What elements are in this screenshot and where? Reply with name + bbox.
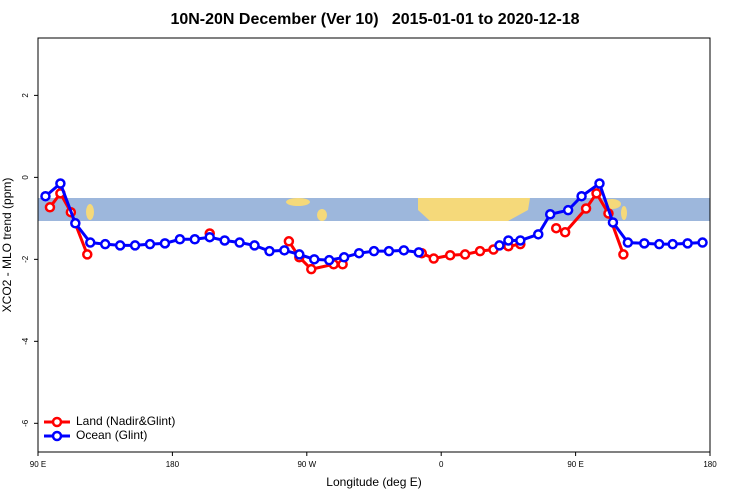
data-point xyxy=(639,238,650,249)
x-tick-label: 90 W xyxy=(297,460,316,469)
data-point xyxy=(283,236,295,247)
data-point xyxy=(550,222,562,234)
data-point xyxy=(159,238,171,249)
data-point xyxy=(428,253,439,264)
plot-frame xyxy=(37,37,711,453)
y-tick-label: -6 xyxy=(21,419,30,427)
x-tick-label: 0 xyxy=(439,460,444,469)
data-point xyxy=(338,252,350,263)
y-tick-label: -4 xyxy=(21,337,30,345)
data-point xyxy=(144,238,156,250)
legend-marker xyxy=(51,430,63,442)
data-point xyxy=(697,237,708,248)
x-axis-label: Longitude (deg E) xyxy=(326,475,421,489)
x-tick-label: 180 xyxy=(703,460,717,469)
data-point xyxy=(398,245,410,256)
data-point xyxy=(55,178,66,189)
data-point xyxy=(591,188,602,199)
legend-label: Land (Nadir&Glint) xyxy=(76,414,175,428)
data-point xyxy=(607,217,619,228)
data-point xyxy=(306,263,317,275)
data-point xyxy=(682,238,693,249)
data-point xyxy=(503,235,514,246)
y-tick-label: 0 xyxy=(21,175,30,180)
x-tick-label: 90 E xyxy=(567,460,583,469)
data-point xyxy=(40,190,51,202)
data-point xyxy=(580,203,592,214)
y-tick-label: -2 xyxy=(21,255,30,263)
data-point xyxy=(189,234,201,245)
data-point xyxy=(174,234,186,245)
data-point xyxy=(653,238,665,250)
x-tick-label: 90 E xyxy=(30,460,46,469)
data-point xyxy=(474,245,486,257)
data-point xyxy=(249,240,260,251)
y-tick-label: 2 xyxy=(21,93,30,98)
data-point xyxy=(622,237,634,248)
data-point xyxy=(544,209,556,220)
data-point xyxy=(383,245,395,257)
data-point xyxy=(667,238,678,250)
data-point xyxy=(279,245,290,256)
data-point xyxy=(114,240,126,251)
data-point xyxy=(515,235,526,246)
data-point xyxy=(309,254,320,265)
data-point xyxy=(559,227,571,238)
data-point xyxy=(85,237,96,248)
data-point xyxy=(323,254,335,266)
y-axis-label: XCO2 - MLO trend (ppm) xyxy=(0,178,14,313)
data-point xyxy=(533,229,544,240)
legend-label: Ocean (Glint) xyxy=(76,428,147,442)
data-point xyxy=(129,240,141,251)
data-point xyxy=(368,245,380,257)
data-point xyxy=(99,238,111,250)
data-point xyxy=(444,249,456,261)
data-point xyxy=(459,249,471,260)
data-point xyxy=(70,218,81,229)
data-point xyxy=(264,245,275,257)
data-point xyxy=(234,237,245,248)
data-point xyxy=(353,247,365,259)
x-tick-label: 180 xyxy=(166,460,180,469)
data-point xyxy=(562,204,574,216)
data-point xyxy=(494,240,505,251)
chart-title: 10N-20N December (Ver 10) 2015-01-01 to … xyxy=(170,11,579,28)
data-point xyxy=(594,178,605,189)
data-point xyxy=(576,190,587,202)
data-point xyxy=(219,235,230,246)
data-point xyxy=(413,247,425,258)
data-point xyxy=(82,249,93,260)
data-point xyxy=(204,231,215,243)
data-point xyxy=(294,249,305,260)
data-point xyxy=(44,202,56,213)
data-point xyxy=(618,249,629,260)
legend-marker xyxy=(51,416,63,428)
